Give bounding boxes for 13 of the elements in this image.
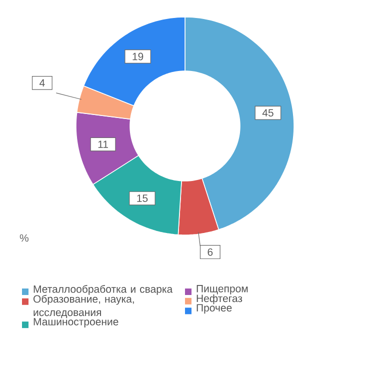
legend-label: Пищепром xyxy=(196,285,248,294)
legend-label: Прочее xyxy=(196,304,232,314)
legend-label: Машиностроение xyxy=(34,318,118,328)
legend-label: Нефтегаз xyxy=(196,294,242,304)
data-label: 6 xyxy=(208,248,213,256)
data-label: 45 xyxy=(262,109,274,117)
data-label: 19 xyxy=(132,52,144,60)
legend-label: Металлообработка и сварка xyxy=(34,284,173,295)
text: % xyxy=(20,234,28,242)
data-label: 4 xyxy=(39,79,45,87)
data-label: 11 xyxy=(98,140,108,148)
legend-label: Образование, наука, исследования xyxy=(34,294,134,318)
data-label: 15 xyxy=(137,194,148,202)
